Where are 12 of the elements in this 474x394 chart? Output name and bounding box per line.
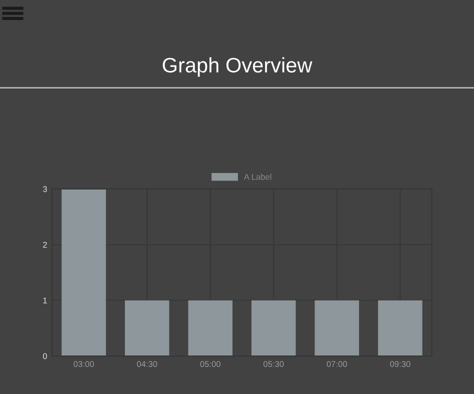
y-tick-label: 1 [43,298,47,304]
x-tick-label: 09:30 [390,361,410,367]
y-tick-label: 3 [42,186,47,192]
legend-label: A Label [244,174,272,180]
x-tick-label: 05:30 [264,361,284,367]
x-tick-label: 03:00 [74,361,94,367]
x-tick-label: 04:30 [136,361,158,367]
y-tick-label: 0 [42,353,47,360]
x-tick-label: 05:00 [200,361,220,367]
x-tick-label: 07:00 [326,361,347,367]
chart-title: Graph Overview [162,57,312,77]
y-tick-label: 2 [43,242,47,248]
